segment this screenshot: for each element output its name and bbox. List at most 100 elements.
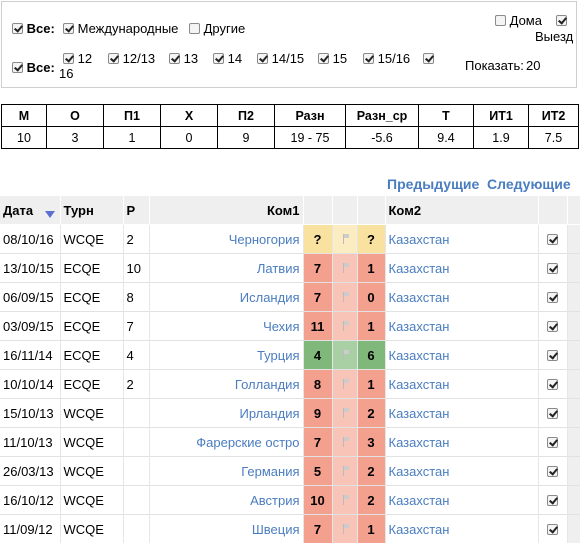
home-team-link[interactable]: Чехия — [149, 311, 304, 341]
away-team-link[interactable]: Казахстан — [385, 253, 539, 283]
checkbox-icon[interactable] — [547, 233, 558, 245]
row-select[interactable] — [538, 485, 568, 515]
checkbox-icon[interactable] — [363, 53, 374, 64]
checkbox-icon[interactable] — [547, 465, 558, 477]
checkbox-icon[interactable] — [556, 15, 567, 26]
sort-desc-icon[interactable] — [45, 210, 56, 218]
away-team-link[interactable]: Казахстан — [385, 311, 539, 341]
checkbox-icon[interactable] — [547, 407, 558, 419]
away-score: ? — [357, 224, 386, 254]
stats-value-row: 10 3 1 0 9 19 - 75 -5.6 9.4 1.9 7.5 — [1, 126, 579, 149]
match-tournament: ECQE — [60, 340, 124, 370]
home-team-link[interactable]: Австрия — [149, 485, 304, 515]
season-12[interactable]: 12 — [63, 51, 92, 66]
home-team-link[interactable]: Фарерские остро — [149, 427, 304, 457]
home-team-link[interactable]: Турция — [149, 340, 304, 370]
match-round — [123, 485, 150, 515]
away-team-link[interactable]: Казахстан — [385, 514, 539, 543]
match-tournament: ECQE — [60, 282, 124, 312]
row-select[interactable] — [538, 311, 568, 341]
checkbox-icon[interactable] — [547, 262, 558, 274]
checkbox-icon[interactable] — [547, 320, 558, 332]
away-team-link[interactable]: Казахстан — [385, 427, 539, 457]
stats-value: 19 - 75 — [274, 126, 346, 149]
away-team-link[interactable]: Казахстан — [385, 282, 539, 312]
checkbox-icon[interactable] — [213, 53, 224, 64]
row-select[interactable] — [538, 282, 568, 312]
season-label: 14 — [227, 51, 243, 66]
checkbox-icon[interactable] — [169, 53, 180, 64]
away-team-link[interactable]: Казахстан — [385, 340, 539, 370]
season-15[interactable]: 15 — [318, 51, 347, 66]
checkbox-icon[interactable] — [12, 62, 23, 73]
home-team-link[interactable]: Германия — [149, 456, 304, 486]
row-select[interactable] — [538, 456, 568, 486]
home-team-link[interactable]: Голландия — [149, 369, 304, 399]
row-select[interactable] — [538, 340, 568, 370]
next-page-link[interactable]: Следующие — [487, 176, 571, 192]
checkbox-icon[interactable] — [547, 349, 558, 361]
home-score: 8 — [303, 369, 333, 399]
home-team-link[interactable]: Черногория — [149, 224, 304, 254]
checkbox-icon[interactable] — [189, 23, 200, 34]
row-select[interactable] — [538, 224, 568, 254]
season-15-16[interactable]: 15/16 — [363, 51, 410, 66]
checkbox-icon[interactable] — [547, 523, 558, 535]
stats-value: 1 — [103, 126, 161, 149]
checkbox-icon[interactable] — [547, 378, 558, 390]
checkbox-icon[interactable] — [12, 23, 23, 34]
show-count-value[interactable]: 20 — [526, 58, 541, 73]
games-header-row: Дата Турн Р Ком1 Ком2 — [0, 196, 580, 225]
home-team-link[interactable]: Швеция — [149, 514, 304, 543]
filter-home[interactable]: Дома — [495, 13, 542, 28]
table-row: 11/10/13 WCQE Фарерские остро 7 3 Казахстан — [0, 427, 580, 457]
season-13[interactable]: 13 — [169, 51, 198, 66]
away-team-link[interactable]: Казахстан — [385, 485, 539, 515]
prev-page-link[interactable]: Предыдущие — [387, 176, 480, 192]
match-date: 11/10/13 — [0, 427, 61, 457]
filter-home-label: Дома — [509, 13, 542, 28]
col-team1-header[interactable]: Ком1 — [149, 196, 304, 225]
match-tournament: ECQE — [60, 369, 124, 399]
home-team-link[interactable]: Ирландия — [149, 398, 304, 428]
col-team2-header[interactable]: Ком2 — [385, 196, 539, 225]
stats-header: П1 — [103, 104, 161, 127]
row-select[interactable] — [538, 398, 568, 428]
checkbox-icon[interactable] — [63, 53, 74, 64]
season-14-15[interactable]: 14/15 — [257, 51, 304, 66]
checkbox-icon[interactable] — [423, 53, 434, 64]
away-score: 2 — [357, 485, 386, 515]
filter-other[interactable]: Другие — [189, 21, 245, 36]
away-team-link[interactable]: Казахстан — [385, 398, 539, 428]
checkbox-icon[interactable] — [547, 436, 558, 448]
away-team-link[interactable]: Казахстан — [385, 456, 539, 486]
checkbox-icon[interactable] — [257, 53, 268, 64]
col-round-header[interactable]: Р — [123, 196, 150, 225]
checkbox-icon[interactable] — [547, 291, 558, 303]
row-select[interactable] — [538, 253, 568, 283]
checkbox-icon[interactable] — [547, 494, 558, 506]
away-team-link[interactable]: Казахстан — [385, 369, 539, 399]
season-16-checkbox[interactable] — [423, 51, 434, 66]
checkbox-icon[interactable] — [318, 53, 329, 64]
row-select[interactable] — [538, 427, 568, 457]
checkbox-icon[interactable] — [63, 23, 74, 34]
away-team-link[interactable]: Казахстан — [385, 224, 539, 254]
match-round: 2 — [123, 224, 150, 254]
row-select[interactable] — [538, 369, 568, 399]
away-score: 1 — [357, 253, 386, 283]
checkbox-icon[interactable] — [108, 53, 119, 64]
home-team-link[interactable]: Исландия — [149, 282, 304, 312]
col-tourn-header[interactable]: Турн — [60, 196, 124, 225]
filter-away-checkbox[interactable] — [556, 13, 567, 28]
filter-all-types[interactable]: Все: — [12, 21, 55, 36]
season-14[interactable]: 14 — [213, 51, 242, 66]
home-team-link[interactable]: Латвия — [149, 253, 304, 283]
col-date-header[interactable]: Дата — [0, 196, 61, 225]
col-extra-header — [567, 196, 580, 225]
season-12-13[interactable]: 12/13 — [108, 51, 155, 66]
filter-international[interactable]: Международные — [63, 21, 178, 36]
checkbox-icon[interactable] — [495, 15, 506, 26]
filter-all-seasons[interactable]: Все: — [12, 60, 55, 75]
row-select[interactable] — [538, 514, 568, 543]
